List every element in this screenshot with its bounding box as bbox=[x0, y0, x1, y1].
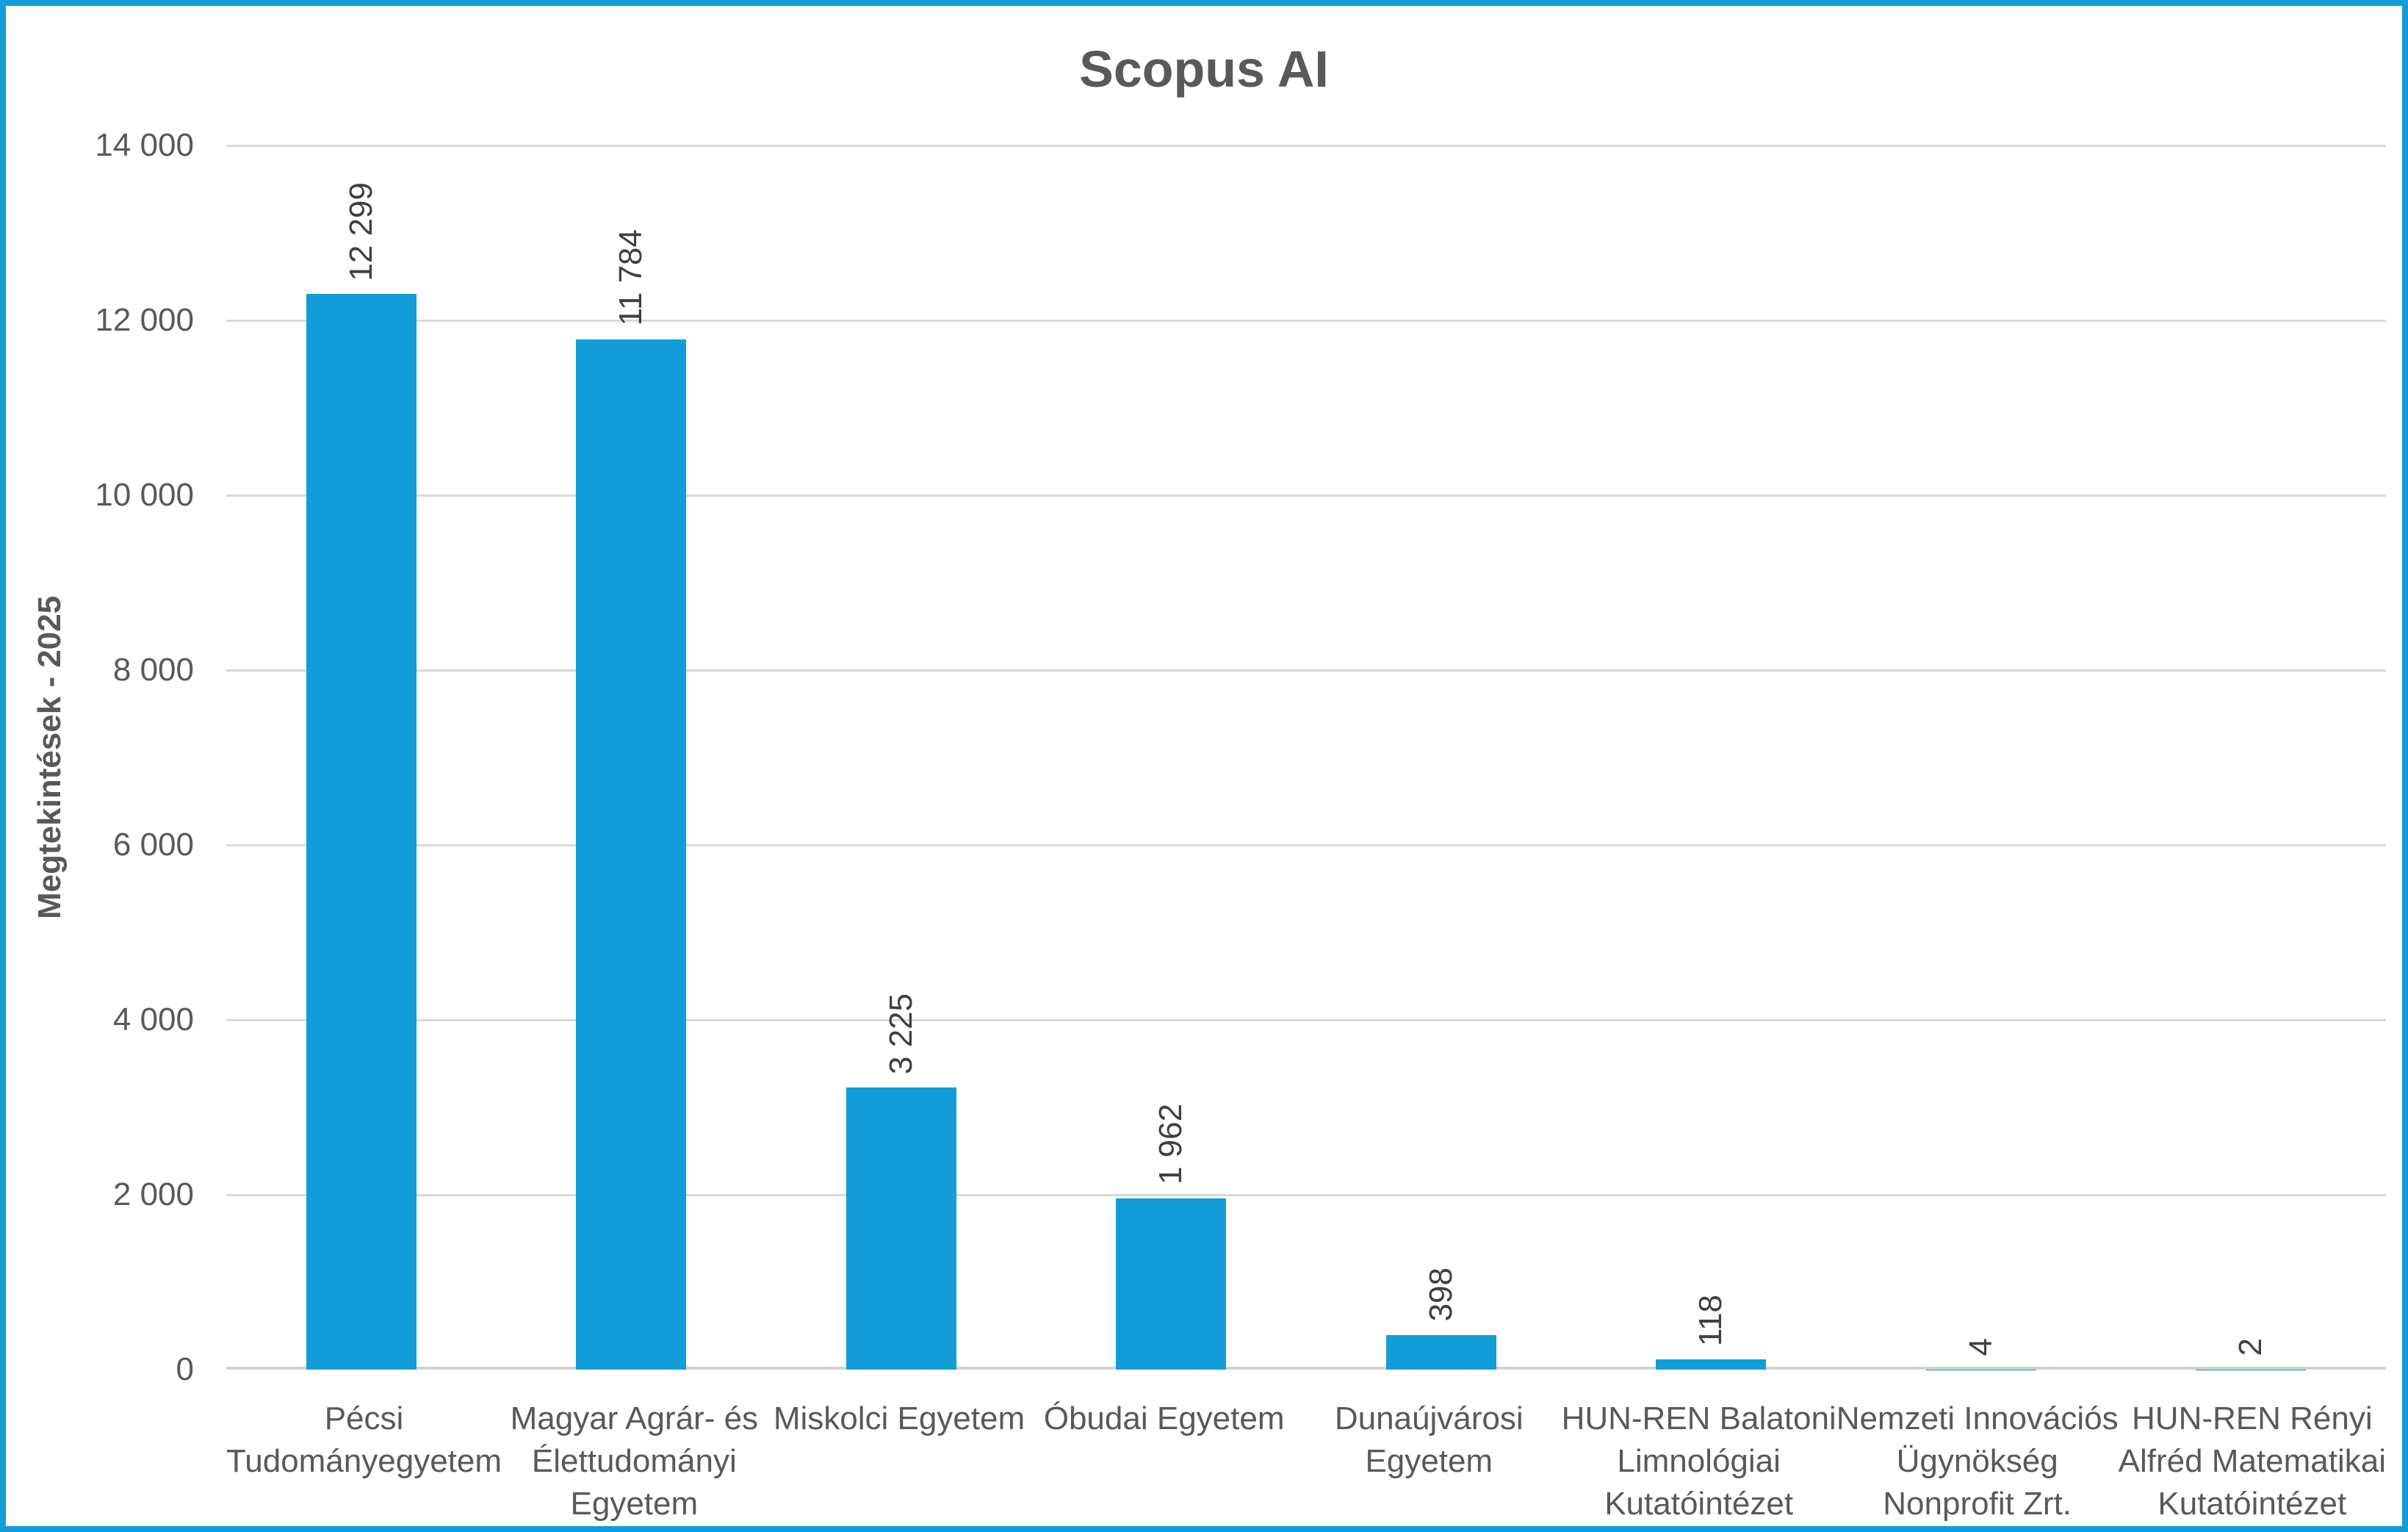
bar bbox=[1656, 1359, 1767, 1370]
y-tick-label: 4 000 bbox=[112, 1001, 194, 1037]
x-category-label-line: HUN-REN Balatoni bbox=[1561, 1400, 1836, 1436]
x-category-label: Miskolci Egyetem bbox=[767, 1398, 1032, 1525]
gridline bbox=[226, 319, 2386, 322]
y-tick-label: 0 bbox=[176, 1351, 194, 1387]
bar-slot: 12 299 bbox=[226, 145, 497, 1370]
bar-value-label: 118 bbox=[1693, 1294, 1729, 1346]
y-tick-label: 12 000 bbox=[95, 302, 194, 338]
bar bbox=[1385, 1334, 1496, 1370]
x-category-label-line: HUN-REN Rényi bbox=[2132, 1400, 2373, 1436]
x-axis-line bbox=[226, 1367, 2386, 1370]
bar bbox=[1116, 1198, 1227, 1370]
x-category-label-line: Élettudományi bbox=[531, 1443, 737, 1479]
x-category-label: Dunaújvárosi Egyetem bbox=[1297, 1398, 1562, 1525]
gridline bbox=[226, 144, 2386, 147]
x-category-label-line: Kutatóintézet bbox=[1604, 1486, 1794, 1522]
x-category-label: Magyar Agrár- és Élettudományi Egyetem bbox=[502, 1398, 767, 1525]
plot-area: 12 299 11 784 3 225 1 962 398 118 4 2 bbox=[226, 144, 2386, 1370]
x-category-label-line: Nemzeti Innovációs bbox=[1836, 1400, 2119, 1436]
y-tick-label: 2 000 bbox=[112, 1176, 194, 1212]
x-category-label-line: Kutatóintézet bbox=[2158, 1486, 2347, 1522]
bar-slot: 1 962 bbox=[1037, 145, 1307, 1370]
gridline bbox=[226, 669, 2386, 672]
x-category-label-line: Miskolci Egyetem bbox=[773, 1400, 1025, 1436]
y-axis-ticks: 0 2 000 4 000 6 000 8 000 10 000 12 000 14 000 bbox=[6, 129, 194, 1386]
y-tick-label: 14 000 bbox=[95, 127, 194, 163]
bar-value-label: 11 784 bbox=[613, 229, 649, 326]
x-category-label-line: Dunaújvárosi bbox=[1334, 1400, 1524, 1436]
x-category-label: Pécsi Tudományegyetem bbox=[226, 1398, 502, 1525]
gridline bbox=[226, 494, 2386, 497]
bar-value-label: 2 bbox=[2232, 1338, 2269, 1356]
gridline bbox=[226, 1193, 2386, 1196]
bar-slots: 12 299 11 784 3 225 1 962 398 118 4 2 bbox=[226, 145, 2386, 1370]
y-tick-label: 8 000 bbox=[112, 652, 194, 688]
bar-slot: 11 784 bbox=[497, 145, 767, 1370]
x-category-label-line: Nonprofit Zrt. bbox=[1883, 1486, 2072, 1522]
bar-value-label: 398 bbox=[1422, 1267, 1459, 1322]
x-category-label-line: Magyar Agrár- és bbox=[510, 1400, 759, 1436]
bar-value-label: 1 962 bbox=[1153, 1104, 1189, 1185]
x-category-label: HUN-REN Balatoni Limnológiai Kutatóintézet bbox=[1562, 1398, 1836, 1525]
bar bbox=[846, 1087, 956, 1370]
bar-slot: 3 225 bbox=[766, 145, 1037, 1370]
x-category-label-line: Alfréd Matematikai bbox=[2118, 1443, 2386, 1479]
bar-slot: 398 bbox=[1306, 145, 1576, 1370]
y-tick-label: 10 000 bbox=[95, 477, 194, 513]
x-category-label-line: Limnológiai bbox=[1617, 1443, 1781, 1479]
x-axis-labels: Pécsi Tudományegyetem Magyar Agrár- és Élet… bbox=[226, 1398, 2386, 1525]
x-category-label-line: Ügynökség bbox=[1896, 1443, 2058, 1479]
x-category-label-line: Egyetem bbox=[1365, 1443, 1493, 1479]
bar-slot: 4 bbox=[1846, 145, 2116, 1370]
bar-slot: 118 bbox=[1576, 145, 1847, 1370]
gridline bbox=[226, 1018, 2386, 1021]
x-category-label: Óbudai Egyetem bbox=[1031, 1398, 1297, 1525]
x-category-label-line: Óbudai Egyetem bbox=[1043, 1400, 1285, 1436]
bar bbox=[306, 294, 417, 1370]
bar-slot: 2 bbox=[2116, 145, 2387, 1370]
x-category-label-line: Tudományegyetem bbox=[226, 1443, 502, 1479]
x-category-label-line: Egyetem bbox=[570, 1486, 699, 1522]
x-category-label-line: Pécsi bbox=[324, 1400, 404, 1436]
bar-value-label: 3 225 bbox=[882, 993, 919, 1075]
bar-value-label: 4 bbox=[1962, 1338, 1999, 1356]
gridline bbox=[226, 844, 2386, 846]
x-category-label: Nemzeti Innovációs Ügynökség Nonprofit Zrt… bbox=[1836, 1398, 2119, 1525]
x-category-label: HUN-REN Rényi Alfréd Matematikai Kutatóint… bbox=[2119, 1398, 2386, 1525]
y-tick-label: 6 000 bbox=[112, 827, 194, 863]
chart-title: Scopus AI bbox=[1079, 40, 1329, 98]
bar-value-label: 12 299 bbox=[342, 181, 379, 281]
bar bbox=[576, 339, 687, 1370]
